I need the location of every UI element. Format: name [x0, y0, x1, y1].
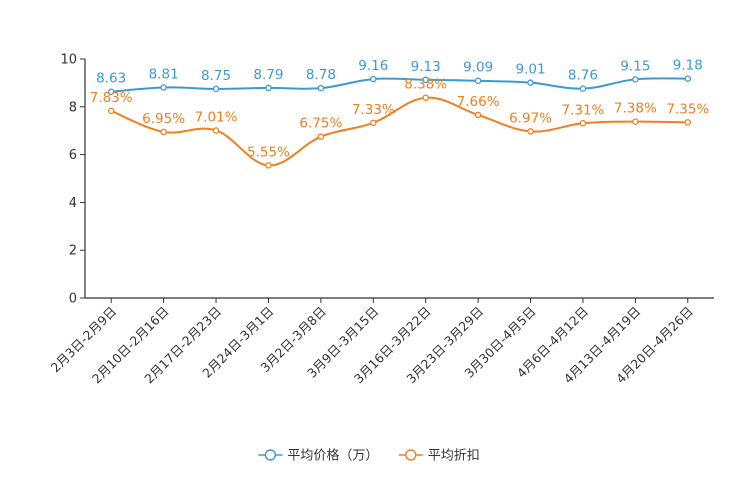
y-tick-label: 8 — [69, 100, 77, 115]
y-tick-label: 6 — [69, 148, 77, 163]
data-point[interactable] — [527, 128, 534, 135]
data-point[interactable] — [212, 127, 220, 134]
series-line-1 — [111, 77, 688, 93]
data-point[interactable] — [160, 128, 167, 136]
data-label: 5.55% — [247, 144, 290, 160]
legend: 平均价格（万） 平均折扣 — [258, 448, 480, 464]
legend-label: 平均折扣 — [428, 449, 480, 464]
data-label: 6.75% — [299, 116, 342, 132]
data-point[interactable] — [422, 94, 429, 101]
data-point[interactable] — [632, 76, 639, 83]
data-label: 9.13 — [411, 59, 441, 75]
data-point[interactable] — [632, 118, 639, 125]
data-label: 7.35% — [666, 101, 709, 117]
data-point[interactable] — [474, 111, 482, 119]
data-label: 8.75 — [201, 68, 231, 84]
data-point[interactable] — [474, 77, 482, 84]
legend-item-1[interactable]: 平均价格（万） — [258, 448, 378, 464]
data-label: 8.63 — [96, 71, 126, 87]
series-layer — [107, 75, 692, 169]
data-point[interactable] — [265, 84, 272, 92]
data-point[interactable] — [265, 162, 272, 169]
data-point[interactable] — [684, 75, 692, 82]
data-label: 8.81 — [149, 66, 179, 82]
data-label: 6.95% — [142, 111, 185, 127]
data-point[interactable] — [684, 119, 692, 126]
data-label: 7.83% — [90, 90, 133, 106]
data-label: 9.16 — [358, 58, 388, 74]
legend-label: 平均价格（万） — [287, 448, 378, 464]
data-point[interactable] — [579, 120, 587, 127]
data-label: 9.01 — [516, 62, 546, 78]
data-label: 6.97% — [509, 110, 552, 126]
data-label: 9.18 — [673, 58, 703, 74]
data-point[interactable] — [107, 88, 115, 95]
legend-marker-icon — [405, 449, 417, 461]
y-tick-label: 4 — [69, 196, 77, 211]
y-tick-label: 10 — [60, 53, 77, 68]
data-label: 8.78 — [306, 67, 336, 83]
legend-item-2[interactable]: 平均折扣 — [398, 449, 480, 464]
data-point[interactable] — [160, 84, 167, 91]
data-point[interactable] — [527, 79, 534, 86]
legend-marker-icon — [264, 449, 277, 461]
data-point[interactable] — [579, 85, 587, 92]
data-label: 7.66% — [457, 94, 500, 110]
data-label: 7.01% — [195, 109, 238, 125]
data-point[interactable] — [317, 133, 325, 140]
data-point[interactable] — [212, 85, 220, 93]
y-tick-label: 0 — [69, 292, 77, 307]
data-label: 7.38% — [614, 101, 657, 117]
data-label: 9.15 — [620, 58, 650, 74]
y-tick-label: 2 — [69, 244, 77, 259]
data-point[interactable] — [370, 75, 377, 83]
data-label: 8.38% — [404, 77, 447, 93]
data-label: 8.79 — [253, 67, 283, 83]
data-label: 8.76 — [568, 68, 598, 84]
data-label: 7.31% — [562, 102, 605, 118]
data-point[interactable] — [317, 84, 325, 92]
data-label: 9.09 — [463, 60, 493, 76]
data-labels: 8.63 8.81 8.75 8.79 8.78 9.16 9.13 9.09 9.01 8.76… — [90, 58, 710, 161]
data-point[interactable] — [107, 107, 115, 115]
data-point[interactable] — [370, 119, 377, 127]
data-point[interactable] — [422, 76, 429, 84]
data-label: 7.33% — [352, 102, 395, 118]
